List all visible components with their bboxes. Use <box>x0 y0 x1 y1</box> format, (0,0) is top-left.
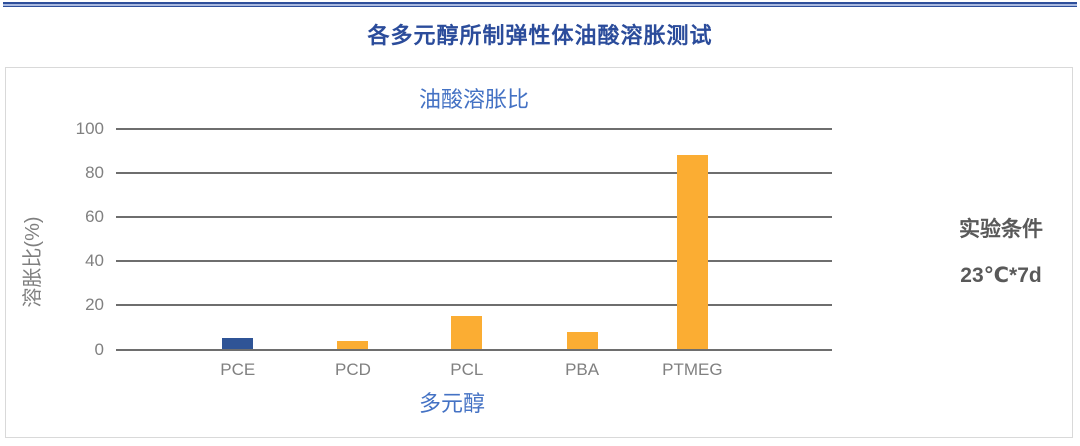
y-tick-label-40: 40 <box>85 251 104 271</box>
gridline-y-20 <box>116 304 832 307</box>
bar-ptmeg <box>676 155 708 350</box>
chart-title: 油酸溶胀比 <box>418 87 529 112</box>
y-axis-title: 溶胀比(%) <box>22 216 44 308</box>
figure-title: 各多元醇所制弹性体油酸溶胀测试 <box>367 23 713 48</box>
gridline-y-0 <box>116 348 832 351</box>
x-category-label-pcd: PCD <box>335 359 371 379</box>
y-tick-label-80: 80 <box>85 163 104 183</box>
bar-pba <box>566 331 598 350</box>
bar-pcd <box>337 340 369 350</box>
y-tick-label-100: 100 <box>75 119 104 138</box>
y-tick-label-60: 60 <box>85 207 104 227</box>
chart-panel: 油酸溶胀比 溶胀比(%) 0 20 40 60 80 100 PCE PCD PCL PBA PTM… <box>5 67 1073 438</box>
conditions-heading: 实验条件 <box>959 218 1043 241</box>
conditions-value: 23℃*7d <box>960 264 1042 287</box>
x-category-label-ptmeg: PTMEG <box>662 359 723 379</box>
y-tick-label-0: 0 <box>94 339 104 359</box>
x-category-label-pcl: PCL <box>450 359 484 379</box>
gridline-y-60 <box>116 216 832 219</box>
bar-pce <box>222 338 254 350</box>
experiment-conditions-note: 实验条件 23℃*7d <box>921 213 1080 288</box>
x-axis-title: 多元醇 <box>418 391 485 416</box>
top-divider-rule <box>3 2 1077 7</box>
gridline-y-100 <box>116 128 832 130</box>
gridline-y-80 <box>116 172 832 175</box>
gridline-y-40 <box>116 260 832 263</box>
x-category-label-pce: PCE <box>220 359 256 379</box>
x-category-label-pba: PBA <box>565 359 600 379</box>
bar-pcl <box>451 316 483 350</box>
y-tick-label-20: 20 <box>85 295 104 315</box>
